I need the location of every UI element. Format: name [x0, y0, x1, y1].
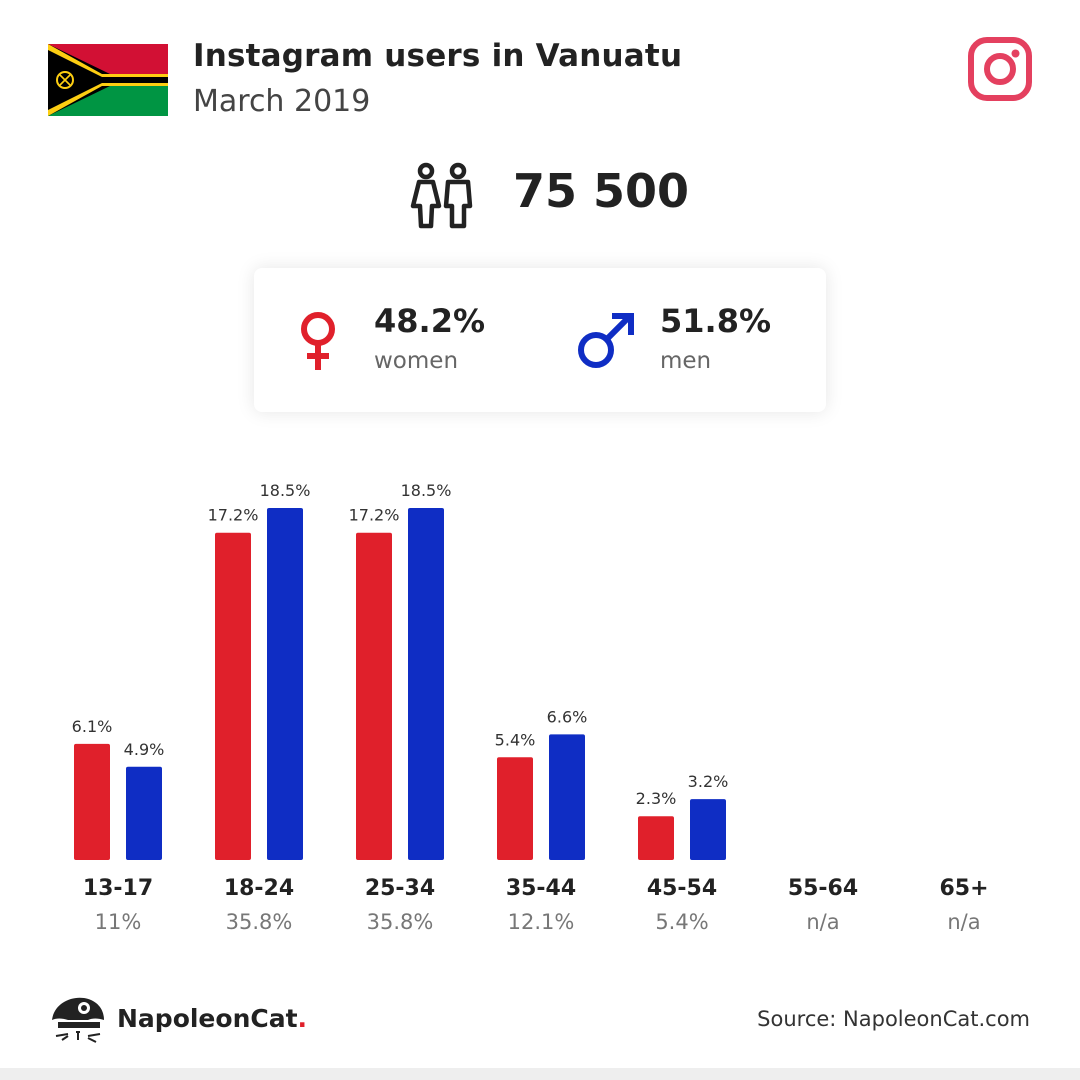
page-subtitle: March 2019 [193, 84, 371, 119]
women-value-label-35-44: 5.4% [495, 730, 536, 749]
men-label: men [660, 348, 712, 374]
women-value-label-45-54: 2.3% [636, 789, 677, 808]
women-bar-45-54 [638, 816, 674, 860]
age-label-65+: 65+ [939, 876, 989, 901]
brand-dot: . [297, 1004, 308, 1033]
women-value-label-25-34: 17.2% [349, 506, 400, 525]
age-share-55-64: n/a [806, 910, 840, 934]
age-share-45-54: 5.4% [655, 910, 709, 934]
gender-split-card [254, 268, 826, 412]
women-bar-25-34 [356, 532, 392, 860]
instagram-icon[interactable] [967, 36, 1033, 102]
source-credit: Source: NapoleonCat.com [757, 1007, 1030, 1031]
women-bar-18-24 [215, 532, 251, 860]
age-label-55-64: 55-64 [787, 876, 859, 901]
men-percentage: 51.8% [660, 302, 772, 340]
people-icon [410, 162, 473, 229]
women-bar-13-17 [74, 743, 110, 860]
men-value-label-13-17: 4.9% [124, 740, 165, 759]
male-symbol-icon [578, 313, 634, 368]
age-label-35-44: 35-44 [505, 876, 577, 901]
female-symbol-icon [301, 312, 335, 370]
women-value-label-13-17: 6.1% [72, 717, 113, 736]
total-users: 75 500 [513, 164, 690, 218]
age-share-18-24: 35.8% [225, 910, 293, 934]
age-share-65+: n/a [947, 910, 981, 934]
brand-text: NapoleonCat [117, 1004, 298, 1033]
vanuatu-flag-icon [48, 44, 168, 116]
age-label-13-17: 13-17 [82, 876, 154, 901]
women-bar-35-44 [497, 757, 533, 860]
men-bar-13-17 [126, 766, 162, 860]
women-label: women [374, 348, 459, 374]
age-share-35-44: 12.1% [507, 910, 575, 934]
age-label-45-54: 45-54 [646, 876, 718, 901]
women-value-label-18-24: 17.2% [208, 506, 259, 525]
men-bar-45-54 [690, 799, 726, 860]
age-share-13-17: 11% [94, 910, 142, 934]
footer-bar [0, 1068, 1080, 1080]
men-bar-18-24 [267, 508, 303, 860]
page-title: Instagram users in Vanuatu [193, 38, 683, 74]
men-value-label-35-44: 6.6% [547, 707, 588, 726]
men-value-label-18-24: 18.5% [260, 481, 311, 500]
men-value-label-25-34: 18.5% [401, 481, 452, 500]
napoleoncat-logo-icon [52, 997, 104, 1043]
age-label-18-24: 18-24 [223, 876, 295, 901]
women-percentage: 48.2% [374, 302, 486, 340]
age-label-25-34: 25-34 [364, 876, 436, 901]
men-value-label-45-54: 3.2% [688, 772, 729, 791]
age-share-25-34: 35.8% [366, 910, 434, 934]
age-gender-bar-chart: 6.1%4.9%17.2%18.5%17.2%18.5%5.4%6.6%2.3%… [72, 481, 729, 860]
men-bar-35-44 [549, 734, 585, 860]
napoleoncat-brand: NapoleonCat. [117, 1004, 307, 1033]
men-bar-25-34 [408, 508, 444, 860]
